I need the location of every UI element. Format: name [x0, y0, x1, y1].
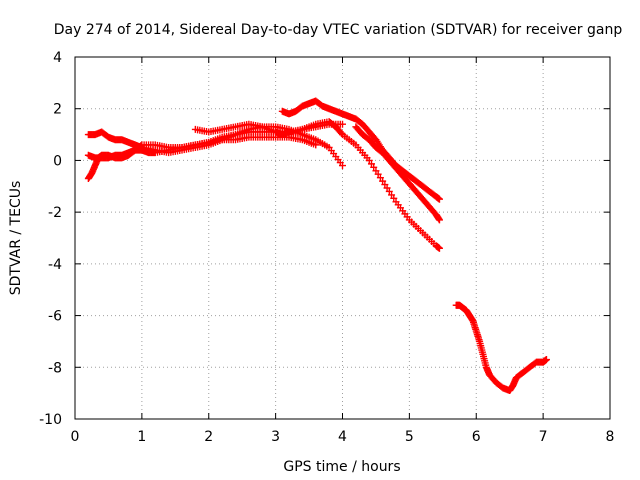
data-point [435, 244, 443, 252]
data-point [137, 142, 145, 150]
axis-ticks [74, 56, 611, 420]
y-tick-label: -4 [48, 257, 62, 273]
x-tick-label: 3 [271, 429, 280, 445]
y-tick-label: -6 [48, 309, 62, 325]
data-markers [84, 97, 550, 395]
x-tick-label: 8 [606, 429, 615, 445]
y-tick-label: 4 [53, 50, 62, 66]
data-point [435, 216, 443, 224]
data-point [339, 162, 346, 170]
x-tick-label: 6 [472, 429, 481, 445]
y-tick-label: -8 [48, 360, 62, 376]
x-tick-label: 2 [204, 429, 213, 445]
data-point [312, 141, 320, 149]
series-track-d [191, 120, 346, 139]
x-axis-label: GPS time / hours [283, 459, 400, 475]
y-tick-label: -10 [39, 412, 62, 428]
y-tick-label: -2 [48, 205, 62, 221]
x-tick-label: 1 [137, 429, 146, 445]
series-track-f [352, 123, 443, 224]
x-tick-label: 7 [539, 429, 548, 445]
x-tick-label: 0 [71, 429, 80, 445]
series-track-g [452, 301, 550, 395]
x-tick-label: 5 [405, 429, 414, 445]
data-point [339, 120, 346, 128]
y-tick-label: 0 [53, 153, 62, 169]
tick-labels: 0 1 2 3 4 5 6 7 8 -10 -8 -6 -4 -2 0 2 4 [39, 50, 614, 445]
y-axis-label: SDTVAR / TECUs [8, 181, 24, 296]
x-tick-label: 4 [338, 429, 347, 445]
data-point [435, 195, 443, 203]
y-tick-label: 2 [53, 102, 62, 118]
chart-title: Day 274 of 2014, Sidereal Day-to-day VTE… [54, 22, 623, 38]
data-point [542, 356, 550, 364]
